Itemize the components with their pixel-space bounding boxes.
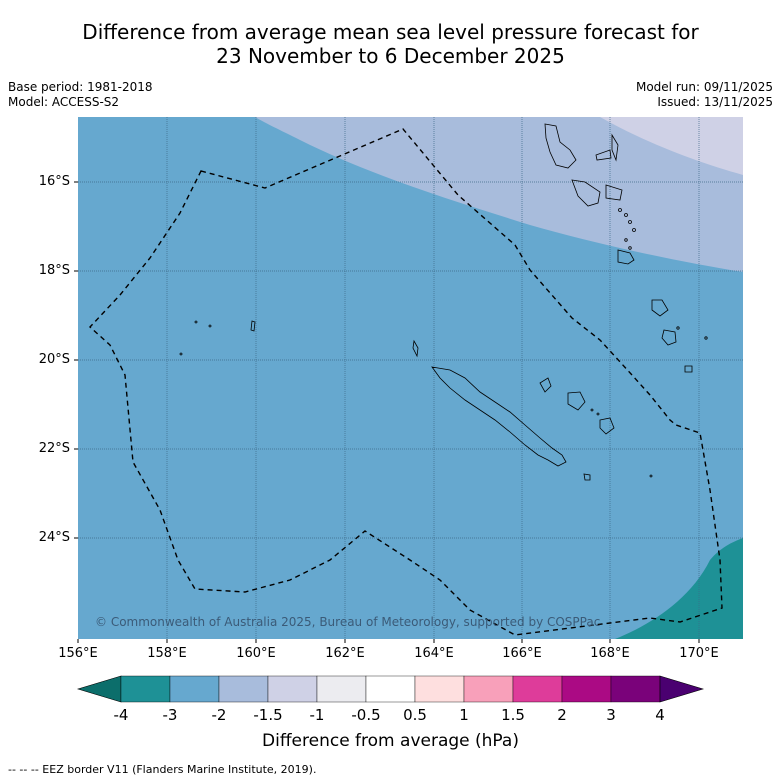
islet-8 [704, 336, 708, 340]
eez-footnote: -- -- -- EEZ border V11 (Flanders Marine… [8, 763, 317, 776]
islet-1 [618, 208, 622, 212]
pressure-band-minus-1-5 [600, 117, 743, 175]
copyright-notice: © Commonwealth of Australia 2025, Bureau… [95, 615, 600, 629]
vanuatu-erromango [651, 299, 669, 317]
meta-right: Model run: 09/11/2025 Issued: 13/11/2025 [636, 80, 773, 110]
islet-11 [179, 352, 183, 356]
colorbar-tick-label: -1.5 [253, 706, 283, 724]
islet-10 [208, 324, 212, 328]
loyalty-island-2 [567, 391, 586, 411]
islet-13 [590, 408, 594, 412]
issued-date: Issued: 13/11/2025 [657, 95, 773, 109]
colorbar-tick-label: 1 [459, 706, 469, 724]
colorbar-swatch-5 [365, 675, 416, 703]
islet-6 [628, 246, 632, 250]
islet-2 [624, 213, 628, 217]
colorbar-swatch-9 [561, 675, 612, 703]
meta-left: Base period: 1981-2018 Model: ACCESS-S2 [8, 80, 153, 110]
lat-label-24s: 24°S [38, 530, 70, 545]
vanuatu-malekula [571, 179, 601, 207]
lat-label-16s: 16°S [38, 174, 70, 189]
lon-label-170e: 170°E [679, 646, 719, 661]
colorbar-tick-label: 0.5 [403, 706, 427, 724]
colorbar-swatch-2 [218, 675, 269, 703]
vanuatu-tanna [661, 329, 677, 346]
lat-label-22s: 22°S [38, 441, 70, 456]
title-line-1: Difference from average mean sea level p… [82, 20, 699, 44]
vanuatu-island-3 [611, 133, 619, 162]
lon-label-162e: 162°E [325, 646, 365, 661]
vanuatu-espiritu-santo [544, 123, 577, 169]
lon-label-164e: 164°E [414, 646, 454, 661]
colorbar-tick-label: 2 [557, 706, 567, 724]
colorbar-under-arrow [76, 675, 122, 703]
map-area: © Commonwealth of Australia 2025, Bureau… [78, 117, 743, 639]
islet-14 [596, 412, 600, 416]
chart-title: Difference from average mean sea level p… [0, 20, 781, 68]
vanuatu-aneityum [684, 365, 693, 373]
model-name: Model: ACCESS-S2 [8, 95, 120, 109]
lon-label-168e: 168°E [590, 646, 630, 661]
lat-label-18s: 18°S [38, 263, 70, 278]
lon-label-160e: 160°E [236, 646, 276, 661]
islet-4 [632, 228, 636, 232]
lat-label-20s: 20°S [38, 352, 70, 367]
colorbar-label: Difference from average (hPa) [262, 731, 519, 751]
islet-5 [624, 238, 628, 242]
colorbar-swatch-7 [463, 675, 514, 703]
loyalty-island-1 [539, 377, 552, 393]
colorbar-swatch-8 [512, 675, 563, 703]
colorbar-over-arrow [659, 675, 705, 703]
isle-of-pines [583, 473, 591, 481]
coastlines [179, 123, 708, 481]
map-ticks [74, 181, 700, 643]
loyalty-island-3 [599, 417, 615, 435]
lon-label-156e: 156°E [58, 646, 98, 661]
colorbar-tick-label: 3 [606, 706, 616, 724]
colorbar-swatch-3 [267, 675, 318, 703]
colorbar-tick-label: -4 [113, 706, 129, 724]
pressure-band-minus-2 [255, 117, 743, 272]
pressure-band-minus-3 [615, 538, 743, 639]
lon-label-158e: 158°E [147, 646, 187, 661]
eez-border [89, 128, 723, 636]
colorbar-swatch-4 [316, 675, 367, 703]
title-line-2: 23 November to 6 December 2025 [216, 44, 565, 68]
colorbar-swatch-10 [610, 675, 661, 703]
gridlines [78, 117, 743, 639]
colorbar-tick-label: -2 [211, 706, 227, 724]
colorbar-tick-label: 1.5 [501, 706, 525, 724]
colorbar-swatch-6 [414, 675, 465, 703]
base-period: Base period: 1981-2018 [8, 80, 153, 94]
islet-3 [628, 220, 632, 224]
colorbar-swatch-1 [169, 675, 220, 703]
colorbar-tick-label: -1 [309, 706, 325, 724]
chesterfield-reef [250, 320, 256, 332]
colorbar [76, 675, 705, 703]
belep-islands [412, 339, 419, 358]
new-caledonia-coast [431, 366, 567, 467]
colorbar-swatch-0 [120, 675, 171, 703]
colorbar-tick-label: -3 [162, 706, 178, 724]
vanuatu-island-5 [605, 184, 623, 201]
islet-12 [649, 474, 653, 478]
islet-9 [194, 320, 198, 324]
islet-7 [676, 326, 680, 330]
colorbar-tick-label: -0.5 [351, 706, 381, 724]
vanuatu-island-2 [595, 149, 612, 161]
model-run: Model run: 09/11/2025 [635, 80, 773, 94]
vanuatu-efate [617, 249, 635, 265]
lon-label-166e: 166°E [502, 646, 542, 661]
colorbar-tick-label: 4 [655, 706, 665, 724]
